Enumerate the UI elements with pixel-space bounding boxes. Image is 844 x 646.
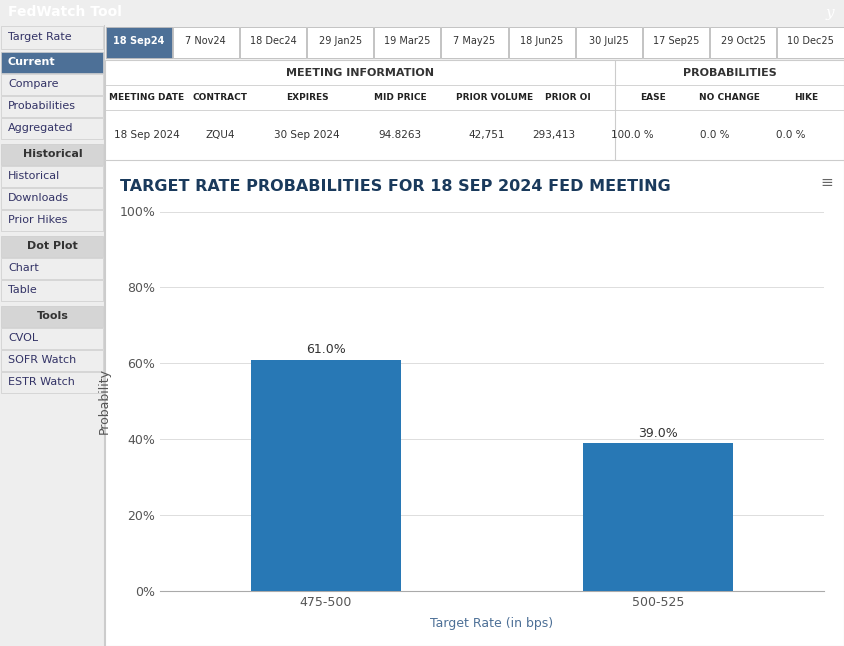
Bar	[1, 188, 103, 209]
Bar	[240, 27, 306, 58]
Bar	[374, 27, 441, 58]
Bar	[252, 360, 401, 591]
Text: HIKE: HIKE	[793, 93, 818, 102]
Text: NO CHANGE: NO CHANGE	[699, 93, 760, 102]
Text: 42,751: 42,751	[468, 130, 505, 140]
Bar	[1, 350, 103, 371]
Text: 293,413: 293,413	[532, 130, 575, 140]
Bar	[583, 443, 733, 591]
Text: 100.0 %: 100.0 %	[610, 130, 653, 140]
Text: 19 Mar25: 19 Mar25	[384, 37, 430, 47]
Text: PRIOR VOLUME: PRIOR VOLUME	[457, 93, 533, 102]
Text: FedWatch Tool: FedWatch Tool	[8, 6, 122, 19]
Text: EXPIRES: EXPIRES	[285, 93, 328, 102]
Text: Downloads: Downloads	[8, 193, 69, 203]
Text: ≡: ≡	[820, 174, 833, 189]
Text: 29 Oct25: 29 Oct25	[721, 37, 766, 47]
Text: Historical: Historical	[8, 171, 60, 181]
Text: 0.0 %: 0.0 %	[776, 130, 806, 140]
Bar	[1, 280, 103, 301]
Text: 7 Nov24: 7 Nov24	[186, 37, 226, 47]
Bar	[710, 27, 776, 58]
Text: Aggregated: Aggregated	[8, 123, 73, 133]
Bar	[1, 236, 103, 257]
Bar	[1, 144, 103, 165]
Y-axis label: Probability: Probability	[98, 368, 111, 434]
Text: Current: Current	[8, 57, 56, 67]
Text: 29 Jan25: 29 Jan25	[318, 37, 362, 47]
Text: 94.8263: 94.8263	[378, 130, 421, 140]
Text: 30 Sep 2024: 30 Sep 2024	[274, 130, 340, 140]
Bar	[1, 328, 103, 349]
Text: TARGET RATE PROBABILITIES FOR 18 SEP 2024 FED MEETING: TARGET RATE PROBABILITIES FOR 18 SEP 202…	[120, 180, 670, 194]
Text: Current target rate is 525-550: Current target rate is 525-550	[380, 218, 569, 231]
Text: 30 Jul25: 30 Jul25	[589, 37, 629, 47]
Text: Table: Table	[8, 285, 37, 295]
Text: 18 Jun25: 18 Jun25	[520, 37, 563, 47]
Text: SOFR Watch: SOFR Watch	[8, 355, 76, 365]
Bar	[173, 27, 239, 58]
Bar	[777, 27, 843, 58]
Text: CONTRACT: CONTRACT	[192, 93, 247, 102]
Text: PROBABILITIES: PROBABILITIES	[683, 67, 776, 78]
Text: 17 Sep25: 17 Sep25	[653, 37, 699, 47]
Text: 18 Sep 2024: 18 Sep 2024	[114, 130, 180, 140]
Text: MID PRICE: MID PRICE	[374, 93, 426, 102]
Bar	[509, 27, 575, 58]
Text: Chart: Chart	[8, 263, 39, 273]
Text: CVOL: CVOL	[8, 333, 38, 343]
Bar	[1, 52, 103, 73]
Text: Compare: Compare	[8, 79, 58, 89]
X-axis label: Target Rate (in bps): Target Rate (in bps)	[430, 617, 554, 630]
Text: 10 Dec25: 10 Dec25	[787, 37, 834, 47]
Bar	[1, 306, 103, 327]
Text: ZQU4: ZQU4	[205, 130, 235, 140]
Bar	[441, 27, 507, 58]
Text: PRIOR OI: PRIOR OI	[545, 93, 591, 102]
Bar	[1, 96, 103, 117]
Bar	[106, 27, 171, 58]
Text: ESTR Watch: ESTR Watch	[8, 377, 75, 387]
Text: Tools: Tools	[36, 311, 68, 321]
Text: Dot Plot: Dot Plot	[27, 241, 78, 251]
Text: Historical: Historical	[23, 149, 83, 159]
Text: y: y	[825, 6, 835, 19]
Text: Target Rate: Target Rate	[8, 32, 72, 42]
Bar	[576, 27, 642, 58]
Text: Q: Q	[726, 261, 785, 331]
Bar	[1, 372, 103, 393]
Bar	[1, 210, 103, 231]
Bar	[1, 258, 103, 279]
Bar	[1, 166, 103, 187]
Text: MEETING INFORMATION: MEETING INFORMATION	[286, 67, 434, 78]
Bar	[1, 118, 103, 139]
Text: 18 Sep24: 18 Sep24	[113, 37, 165, 47]
Bar	[307, 27, 373, 58]
Bar	[1, 26, 103, 49]
Text: EASE: EASE	[641, 93, 666, 102]
Text: 61.0%: 61.0%	[306, 344, 346, 357]
Text: MEETING DATE: MEETING DATE	[110, 93, 185, 102]
Text: 18 Dec24: 18 Dec24	[250, 37, 296, 47]
Text: Prior Hikes: Prior Hikes	[8, 215, 68, 225]
Text: 7 May25: 7 May25	[453, 37, 495, 47]
Bar	[643, 27, 709, 58]
Text: 39.0%: 39.0%	[638, 427, 678, 440]
Bar	[1, 74, 103, 95]
Text: 0.0 %: 0.0 %	[700, 130, 729, 140]
Text: Probabilities: Probabilities	[8, 101, 76, 111]
